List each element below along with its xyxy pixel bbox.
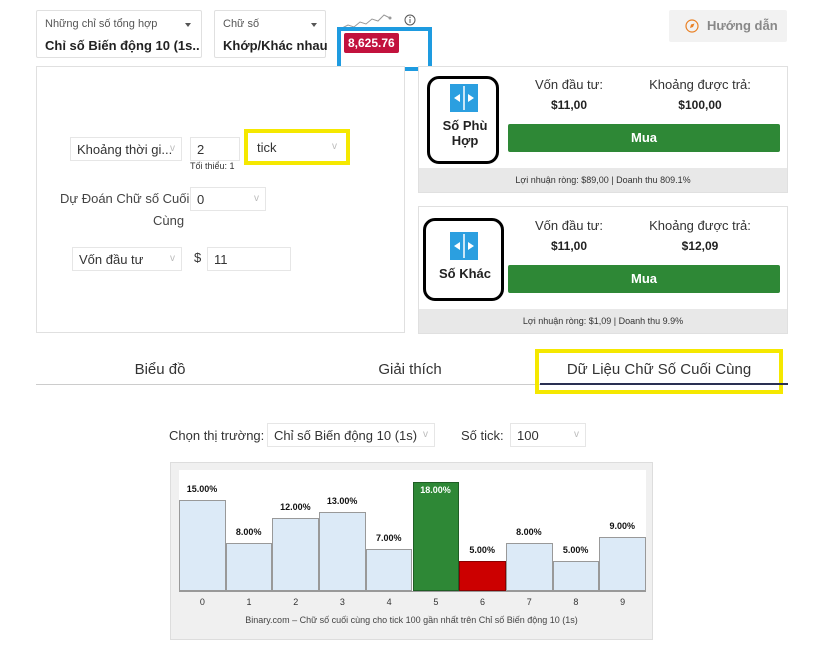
stake-value: 11 [214,252,228,267]
contract-type-label: Chữ số [223,18,260,30]
market-select-value: Chỉ số Biến động 10 (1s... [45,38,200,53]
prediction-value: 0 [197,192,205,207]
tab-explanation[interactable]: Giải thích [378,361,442,378]
buy-differs-button[interactable]: Mua [508,265,780,293]
chevron-down-icon: v [170,253,175,264]
market-select-label: Những chỉ số tổng hợp [45,18,158,30]
prediction-label-line1: Dự Đoán Chữ số Cuối [60,191,190,206]
prediction-select[interactable]: 0 v [190,187,266,211]
contract-type-value: Khớp/Khác nhau [223,38,328,53]
chevron-down-icon: v [254,193,259,204]
chevron-down-icon [311,23,317,27]
matches-profit-info: Lợi nhuận ròng: $89,00 | Doanh thu 809.1… [419,168,787,192]
duration-type-label: Khoảng thời gi... [77,142,173,157]
tab-last-digit-stats[interactable]: Dữ Liệu Chữ Số Cuối Cùng [566,361,752,378]
prediction-label-line2: Cùng [153,213,185,228]
currency-symbol: $ [194,250,202,265]
duration-unit-highlight [244,129,350,165]
market-select-label: Chọn thị trường: [169,428,265,443]
payout-amount: $12,09 [681,239,719,253]
duration-min-hint: Tối thiểu: 1 [190,161,235,171]
stake-input[interactable]: 11 [207,247,291,271]
market-select[interactable]: Những chỉ số tổng hợp Chỉ số Biến động 1… [36,10,202,58]
contract-type-select[interactable]: Chữ số Khớp/Khác nhau [214,10,328,58]
contract-name-matches-1: Số Phù [442,118,488,133]
last-digit-tab-highlight [535,349,783,394]
differs-profit-info: Lợi nhuận ròng: $1,09 | Doanh thu 9.9% [419,309,787,333]
differs-icon [450,232,478,260]
digit-market-value: Chỉ số Biến động 10 (1s) [274,428,418,443]
spot-price: 8,625.76 [344,33,399,53]
tick-count-value: 100 [517,428,539,443]
guide-button[interactable]: Hướng dẫn [669,10,787,42]
stake-amount: $11,00 [550,239,588,253]
payout-label: Khoảng được trả: [649,218,751,233]
chevron-down-icon: v [332,141,337,152]
digit-market-select[interactable]: Chỉ số Biến động 10 (1s) v [267,423,435,447]
stake-amount: $11,00 [550,98,588,112]
guide-button-label: Hướng dẫn [707,18,778,33]
tick-count-label: Số tick: [461,428,504,443]
chart-caption: Binary.com – Chữ số cuối cùng cho tick 1… [245,615,578,625]
stake-label: Vốn đầu tư: [535,77,603,92]
compass-icon [685,19,699,33]
payout-label: Khoảng được trả: [649,77,751,92]
contract-name-matches-2: Hợp [451,133,479,148]
tab-chart[interactable]: Biểu đồ [134,361,186,378]
duration-unit-value: tick [257,140,277,155]
stake-type-value: Vốn đầu tư [79,252,144,267]
payout-amount: $100,00 [678,98,722,112]
chevron-down-icon: v [170,143,175,154]
matches-icon [450,84,478,112]
chevron-down-icon: v [423,429,428,440]
chevron-down-icon: v [574,429,579,440]
active-tab-underline [540,383,788,385]
stake-label: Vốn đầu tư: [535,218,603,233]
tabs-divider [36,384,788,385]
tick-count-select[interactable]: 100 v [510,423,586,447]
spot-sparkline [341,14,392,29]
duration-unit-select[interactable]: tick v [251,136,343,160]
duration-value: 2 [197,142,205,157]
digit-chart-plot [179,470,646,592]
duration-input[interactable]: 2 [190,137,240,161]
contract-name-differs: Số Khác [438,266,491,281]
duration-type-select[interactable]: Khoảng thời gi... v [70,137,182,161]
buy-matches-button[interactable]: Mua [508,124,780,152]
stake-type-select[interactable]: Vốn đầu tư v [72,247,182,271]
info-icon[interactable] [404,14,416,26]
chevron-down-icon [185,23,191,27]
